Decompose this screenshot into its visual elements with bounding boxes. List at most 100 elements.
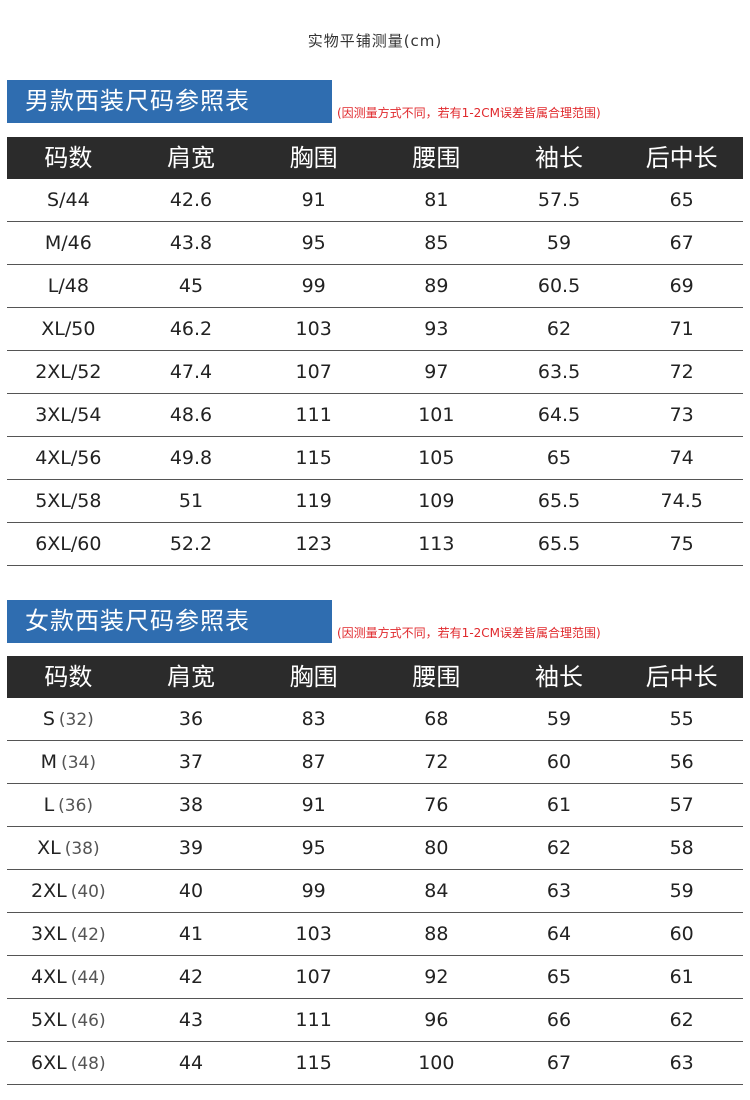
- cell-chest: 119: [295, 490, 332, 512]
- cell-chest: 107: [295, 966, 332, 988]
- table-row: 6XL/60 52.2 123 113 65.5 75: [7, 523, 743, 566]
- cell-size: XL/50: [41, 318, 96, 340]
- cell-waist: 68: [424, 708, 449, 730]
- cell-shoulder: 41: [178, 923, 204, 945]
- cell-sleeve: 62: [546, 318, 572, 340]
- cell-size: M/46: [44, 232, 92, 254]
- cell-waist: 92: [424, 966, 449, 988]
- cell-chest: 99: [301, 880, 326, 902]
- header-sleeve: 袖长: [535, 663, 584, 691]
- table-row: 3XL/54 48.6 111 101 64.5 73: [7, 394, 743, 437]
- men-chart-title: 男款西装尺码参照表: [7, 80, 332, 123]
- size-label: L: [43, 794, 55, 816]
- men-header-row: 码数 肩宽 胸围 腰围 袖长 后中长: [7, 137, 743, 179]
- cell-shoulder: 48.6: [169, 404, 213, 426]
- cell-back-length: 61: [669, 966, 694, 988]
- cell-chest: 123: [295, 533, 332, 555]
- cell-shoulder: 44: [178, 1052, 204, 1074]
- cell-size: 4XL (44): [7, 956, 130, 998]
- cell-size: L/48: [47, 275, 89, 297]
- table-row: 2XL (40) 40 99 84 63 59: [7, 870, 743, 913]
- cell-chest: 115: [295, 1052, 332, 1074]
- header-shoulder: 肩宽: [167, 144, 215, 172]
- cell-size: 5XL/58: [35, 490, 102, 512]
- cell-back-length: 69: [669, 275, 694, 297]
- cell-shoulder: 39: [178, 837, 204, 859]
- size-number: (44): [70, 968, 106, 988]
- cell-shoulder: 43.8: [169, 232, 213, 254]
- size-label: 4XL: [31, 966, 67, 988]
- cell-chest: 107: [295, 361, 332, 383]
- size-number: (38): [64, 839, 100, 859]
- cell-shoulder: 42: [178, 966, 204, 988]
- size-number: (36): [58, 796, 94, 816]
- cell-waist: 93: [424, 318, 449, 340]
- cell-shoulder: 45: [178, 275, 204, 297]
- header-waist: 腰围: [412, 144, 461, 172]
- cell-shoulder: 40: [178, 880, 204, 902]
- size-label: XL: [37, 837, 61, 859]
- table-row: XL (38) 39 95 80 62 58: [7, 827, 743, 870]
- cell-waist: 105: [418, 447, 455, 469]
- cell-back-length: 67: [669, 232, 694, 254]
- size-label: M: [40, 751, 58, 773]
- cell-back-length: 72: [669, 361, 694, 383]
- cell-sleeve: 65.5: [537, 533, 581, 555]
- men-tolerance-note: (因测量方式不同，若有1-2CM误差皆属合理范围): [337, 106, 601, 120]
- cell-waist: 96: [424, 1009, 449, 1031]
- table-row: 2XL/52 47.4 107 97 63.5 72: [7, 351, 743, 394]
- cell-shoulder: 52.2: [169, 533, 213, 555]
- table-row: XL/50 46.2 103 93 62 71: [7, 308, 743, 351]
- header-waist: 腰围: [412, 663, 461, 691]
- cell-waist: 97: [424, 361, 449, 383]
- cell-size: 4XL/56: [35, 447, 102, 469]
- cell-chest: 115: [295, 447, 332, 469]
- table-row: 6XL (48) 44 115 100 67 63: [7, 1042, 743, 1085]
- cell-size: S/44: [47, 189, 90, 211]
- cell-sleeve: 60.5: [537, 275, 581, 297]
- cell-sleeve: 60: [546, 751, 572, 773]
- cell-shoulder: 37: [178, 751, 204, 773]
- cell-size: 5XL (46): [7, 999, 130, 1041]
- cell-size: 6XL (48): [7, 1042, 130, 1084]
- cell-sleeve: 65: [546, 447, 572, 469]
- cell-waist: 109: [418, 490, 455, 512]
- cell-back-length: 71: [669, 318, 694, 340]
- table-row: 4XL (44) 42 107 92 65 61: [7, 956, 743, 999]
- table-row: 5XL/58 51 119 109 65.5 74.5: [7, 480, 743, 523]
- cell-chest: 91: [301, 794, 326, 816]
- cell-waist: 113: [418, 533, 455, 555]
- cell-sleeve: 64: [546, 923, 572, 945]
- table-row: M (34) 37 87 72 60 56: [7, 741, 743, 784]
- size-number: (32): [58, 710, 94, 730]
- cell-shoulder: 51: [178, 490, 204, 512]
- table-row: M/46 43.8 95 85 59 67: [7, 222, 743, 265]
- cell-chest: 103: [295, 318, 332, 340]
- cell-size: 6XL/60: [35, 533, 102, 555]
- cell-chest: 95: [301, 232, 326, 254]
- cell-waist: 80: [424, 837, 449, 859]
- cell-sleeve: 67: [546, 1052, 572, 1074]
- cell-sleeve: 66: [546, 1009, 572, 1031]
- table-row: L (36) 38 91 76 61 57: [7, 784, 743, 827]
- size-number: (46): [70, 1011, 106, 1031]
- header-size: 码数: [44, 663, 93, 691]
- women-size-table: 码数 肩宽 胸围 腰围 袖长 后中长 S (32) 36 83 68 59 55 M (34) 3…: [7, 656, 743, 1085]
- table-row: 3XL (42) 41 103 88 64 60: [7, 913, 743, 956]
- cell-chest: 99: [301, 275, 326, 297]
- cell-size: S (32): [7, 698, 130, 740]
- cell-waist: 85: [424, 232, 449, 254]
- size-number: (48): [70, 1054, 106, 1074]
- women-title-row: 女款西装尺码参照表 (因测量方式不同，若有1-2CM误差皆属合理范围): [7, 600, 743, 643]
- header-back-length: 后中长: [645, 144, 718, 172]
- cell-waist: 81: [424, 189, 449, 211]
- cell-size: L (36): [7, 784, 130, 826]
- cell-chest: 87: [301, 751, 326, 773]
- table-row: 4XL/56 49.8 115 105 65 74: [7, 437, 743, 480]
- header-chest: 胸围: [289, 144, 338, 172]
- size-label: S: [42, 708, 55, 730]
- cell-sleeve: 63: [546, 880, 572, 902]
- cell-sleeve: 61: [546, 794, 572, 816]
- cell-waist: 100: [418, 1052, 455, 1074]
- cell-chest: 95: [301, 837, 326, 859]
